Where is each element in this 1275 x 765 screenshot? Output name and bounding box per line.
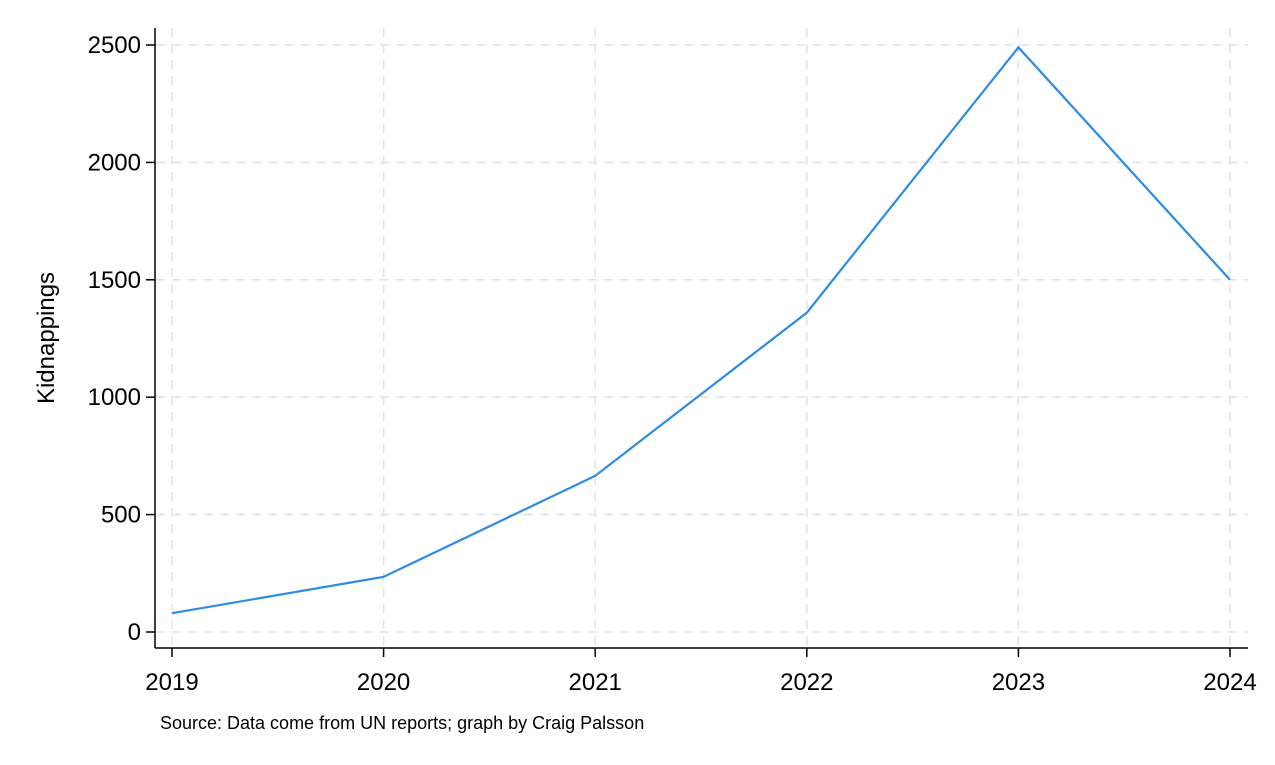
x-ticks: 2019 2020 2021 2022 2023 2024 bbox=[145, 648, 1257, 696]
y-tick-label: 2500 bbox=[88, 32, 141, 59]
y-tick-label: 1500 bbox=[88, 267, 141, 294]
x-tick-label: 2024 bbox=[1203, 669, 1256, 696]
source-note: Source: Data come from UN reports; graph… bbox=[160, 713, 644, 733]
y-ticks: 0 500 1000 1500 2000 2500 bbox=[88, 32, 155, 646]
y-tick-label: 500 bbox=[101, 502, 141, 529]
x-tick-label: 2023 bbox=[992, 669, 1045, 696]
x-tick-label: 2021 bbox=[569, 669, 622, 696]
axes bbox=[154, 28, 1248, 649]
y-tick-label: 1000 bbox=[88, 384, 141, 411]
y-axis-title: Kidnappings bbox=[33, 272, 60, 404]
x-tick-label: 2020 bbox=[357, 669, 410, 696]
y-tick-label: 2000 bbox=[88, 149, 141, 176]
x-tick-label: 2019 bbox=[145, 669, 198, 696]
series-lines bbox=[171, 45, 1231, 615]
series-line bbox=[171, 45, 1231, 615]
y-tick-label: 0 bbox=[128, 619, 141, 646]
grid-lines bbox=[156, 28, 1248, 647]
x-tick-label: 2022 bbox=[780, 669, 833, 696]
